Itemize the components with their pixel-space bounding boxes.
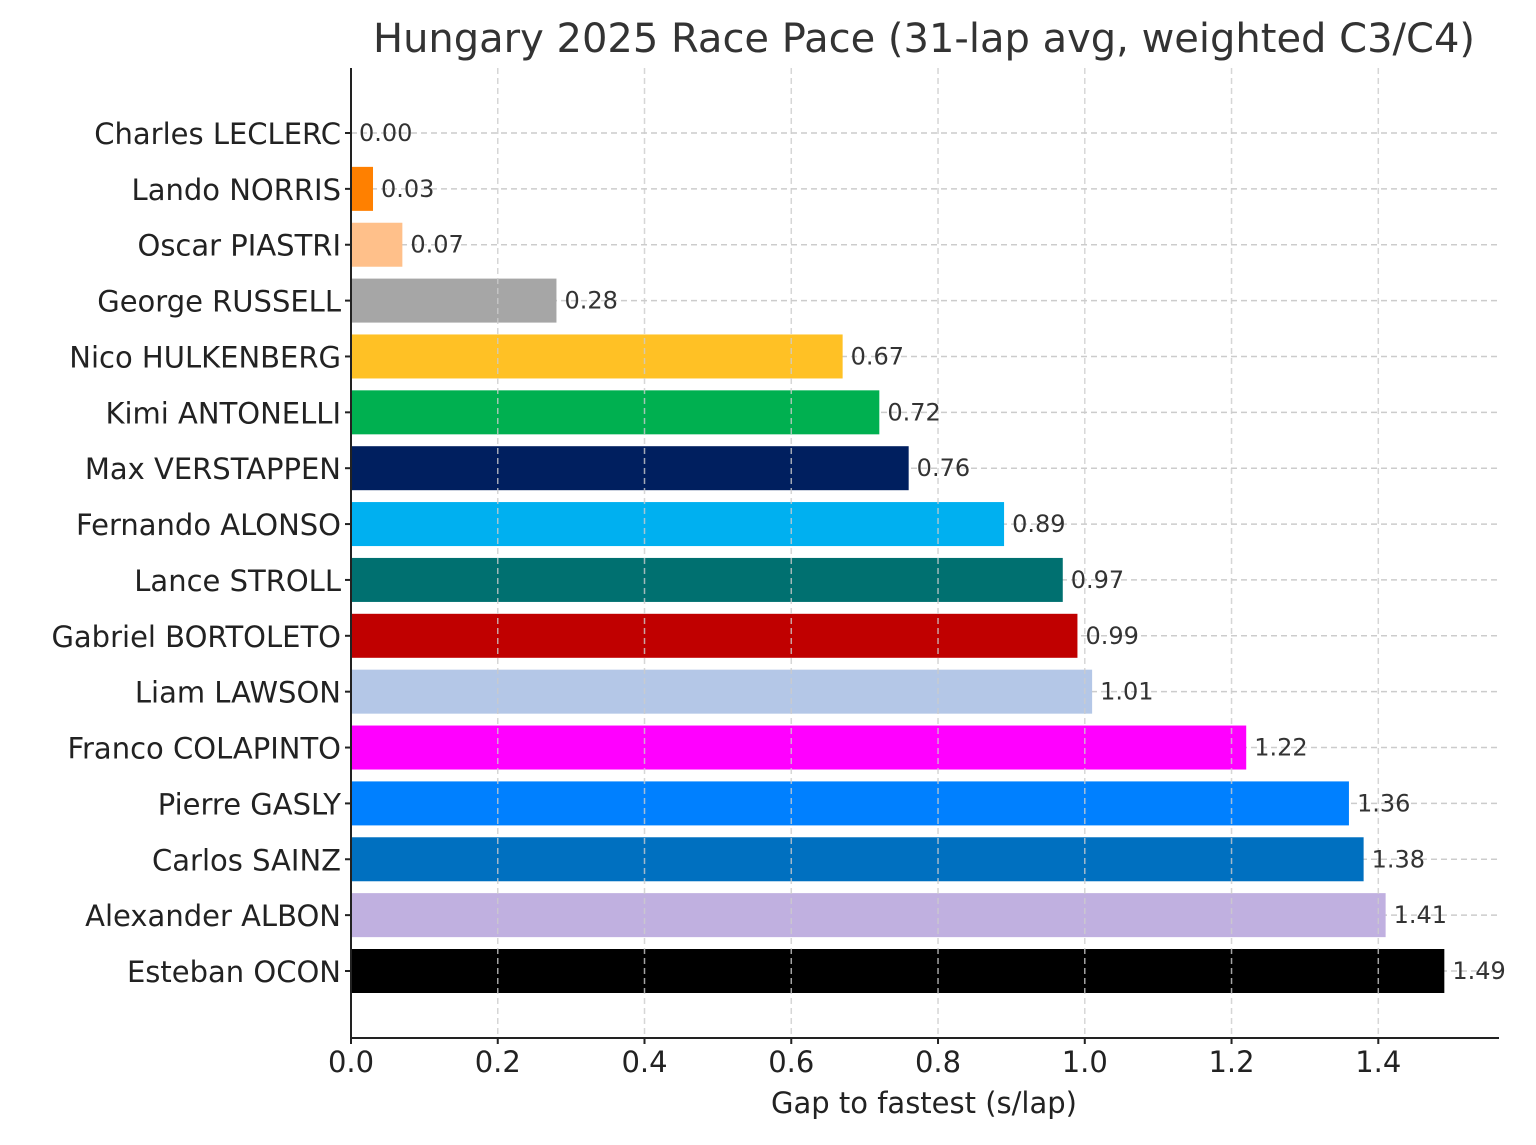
y-tick-label: Max VERSTAPPEN [85,452,341,486]
x-tick-label: 0.2 [475,1045,521,1079]
bar [351,669,1093,714]
bar [351,222,403,267]
y-tick-label: Lando NORRIS [132,173,341,207]
value-label: 0.89 [1012,510,1065,538]
bar [351,781,1349,826]
grid-vertical [350,68,1380,1038]
value-label: 0.03 [381,175,434,203]
value-label: 1.36 [1357,789,1410,817]
value-label: 0.99 [1085,622,1138,650]
value-label: 0.72 [887,398,940,426]
y-tick-label: Franco COLAPINTO [67,732,341,766]
value-label: 1.01 [1100,678,1153,706]
y-tick-label: Pierre GASLY [158,787,342,821]
bar [351,502,1005,547]
y-tick-label: George RUSSELL [97,285,341,319]
bar [351,334,843,379]
y-tick-label: Charles LECLERC [94,117,341,151]
x-tick-label: 0.6 [768,1045,814,1079]
y-tick-label: Esteban OCON [127,955,341,989]
x-tick-label: 1.0 [1062,1045,1108,1079]
bars [351,166,1445,993]
bar [351,166,374,211]
value-label: 0.28 [564,287,617,315]
y-tick-label: Lance STROLL [134,564,341,598]
bar [351,837,1364,882]
x-axis-ticks: 0.0 0.2 0.4 0.6 0.8 1.0 1.2 1.4 [328,1038,1401,1079]
y-tick-label: Alexander ALBON [85,899,341,933]
x-axis-label: Gap to fastest (s/lap) [771,1086,1077,1120]
x-tick-label: 0.0 [328,1045,374,1079]
bar [351,949,1445,993]
value-label: 0.76 [917,454,970,482]
value-label: 0.67 [851,342,904,370]
chart-title: Hungary 2025 Race Pace (31-lap avg, weig… [373,16,1475,62]
bar [351,390,880,435]
y-tick-label: Carlos SAINZ [152,843,341,877]
y-tick-label: Fernando ALONSO [76,508,341,542]
value-label: 1.38 [1372,845,1425,873]
bar [351,557,1063,602]
bar [351,278,557,323]
y-tick-label: Oscar PIASTRI [138,229,342,263]
x-tick-label: 0.8 [915,1045,961,1079]
bar [351,725,1247,770]
bar [351,893,1386,938]
value-label: 0.00 [359,119,412,147]
x-tick-label: 0.4 [621,1045,667,1079]
bar [351,446,909,491]
value-label: 1.22 [1254,734,1307,762]
y-axis-ticks: Charles LECLERC Lando NORRIS Oscar PIASTRI… [51,117,351,989]
value-labels: 0.00 0.03 0.07 0.28 0.67 0.72 0.76 0.890.97 0.99… [359,119,1506,985]
y-tick-label: Liam LAWSON [135,676,341,710]
value-label: 0.07 [410,231,463,259]
value-label: 1.41 [1394,901,1447,929]
y-tick-label: Gabriel BORTOLETO [51,620,341,654]
value-label: 0.97 [1071,566,1124,594]
y-tick-label: Kimi ANTONELLI [105,396,341,430]
value-label: 1.49 [1452,957,1505,985]
x-tick-label: 1.4 [1355,1045,1401,1079]
bar [351,613,1078,658]
y-tick-label: Nico HULKENBERG [69,340,341,374]
x-tick-label: 1.2 [1208,1045,1254,1079]
